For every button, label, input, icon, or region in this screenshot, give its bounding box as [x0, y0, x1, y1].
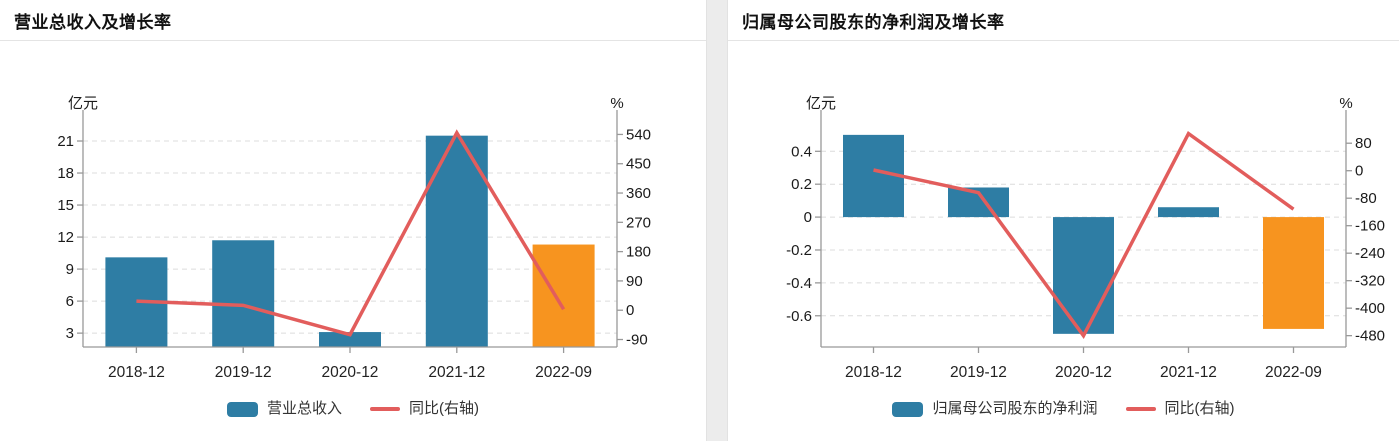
net-profit-bar-legend-swatch — [892, 401, 924, 417]
revenue-legend: 营业总收入 同比(右轴) — [0, 401, 706, 417]
net-profit-legend: 归属母公司股东的净利润 同比(右轴) — [728, 401, 1399, 417]
revenue-bar-legend-swatch — [226, 401, 258, 417]
svg-text:2020-12: 2020-12 — [1055, 364, 1112, 381]
svg-text:0.4: 0.4 — [791, 143, 812, 160]
revenue-chart: 3 6 9 12 15 18 21 -90 0 90 180 270 360 450 540 亿元 % 2018-… — [57, 95, 651, 381]
svg-text:540: 540 — [626, 126, 651, 143]
svg-text:360: 360 — [626, 185, 651, 202]
svg-text:90: 90 — [626, 273, 643, 290]
svg-text:2021-12: 2021-12 — [1160, 364, 1217, 381]
svg-text:2018-12: 2018-12 — [108, 364, 165, 381]
net-profit-bar-legend-label: 归属母公司股东的净利润 — [932, 400, 1098, 417]
svg-text:3: 3 — [66, 325, 74, 342]
net-profit-line-legend-label: 同比(右轴) — [1164, 400, 1235, 417]
svg-text:-240: -240 — [1355, 245, 1385, 262]
panel-net-profit-header: 归属母公司股东的净利润及增长率 — [728, 0, 1399, 41]
svg-text:450: 450 — [626, 156, 651, 173]
svg-text:21: 21 — [57, 133, 74, 150]
svg-text:180: 180 — [626, 244, 651, 261]
svg-text:6: 6 — [66, 293, 74, 310]
svg-text:0: 0 — [626, 302, 634, 319]
svg-text:270: 270 — [626, 214, 651, 231]
svg-text:2019-12: 2019-12 — [215, 364, 272, 381]
svg-text:9: 9 — [66, 261, 74, 278]
svg-text:2018-12: 2018-12 — [845, 364, 902, 381]
svg-text:0: 0 — [804, 209, 812, 226]
panel-revenue-header: 营业总收入及增长率 — [0, 0, 706, 41]
svg-text:18: 18 — [57, 165, 74, 182]
svg-text:-160: -160 — [1355, 218, 1385, 235]
panel-divider — [706, 0, 728, 441]
svg-text:%: % — [1339, 95, 1352, 112]
svg-text:-80: -80 — [1355, 190, 1377, 207]
svg-text:2019-12: 2019-12 — [950, 364, 1007, 381]
svg-text:-400: -400 — [1355, 300, 1385, 317]
svg-text:-0.4: -0.4 — [786, 275, 812, 292]
svg-text:-90: -90 — [626, 332, 648, 349]
revenue-bar-legend-label: 营业总收入 — [266, 400, 342, 417]
svg-text:亿元: 亿元 — [68, 95, 98, 112]
svg-text:2022-09: 2022-09 — [1265, 364, 1322, 381]
panel-revenue: 营业总收入及增长率 3 6 9 12 15 18 21 -90 0 90 180 270 360 450 5… — [0, 0, 706, 441]
svg-text:2021-12: 2021-12 — [428, 364, 485, 381]
revenue-line-legend-swatch — [370, 407, 400, 411]
svg-text:12: 12 — [57, 229, 74, 246]
net-profit-line-legend-swatch — [1125, 407, 1156, 411]
svg-text:2022-09: 2022-09 — [535, 364, 592, 381]
svg-text:亿元: 亿元 — [806, 95, 836, 112]
svg-text:80: 80 — [1355, 135, 1372, 152]
panel-revenue-title: 营业总收入及增长率 — [14, 12, 172, 32]
svg-text:-0.2: -0.2 — [786, 242, 812, 259]
svg-text:-0.6: -0.6 — [786, 308, 812, 325]
svg-text:2020-12: 2020-12 — [322, 364, 379, 381]
svg-text:-480: -480 — [1355, 328, 1385, 345]
panel-net-profit: 归属母公司股东的净利润及增长率 -0.6 -0.4 -0.2 0 0.2 0.4 -480-… — [728, 0, 1399, 441]
net-profit-chart: -0.6 -0.4 -0.2 0 0.2 0.4 -480 -400 -320 -240 -160 -… — [786, 95, 1385, 381]
svg-text:0: 0 — [1355, 163, 1363, 180]
svg-text:-320: -320 — [1355, 273, 1385, 290]
svg-text:0.2: 0.2 — [791, 176, 812, 193]
svg-text:15: 15 — [57, 197, 74, 214]
revenue-line-legend-label: 同比(右轴) — [409, 400, 479, 417]
svg-text:%: % — [610, 95, 623, 112]
panel-net-profit-title: 归属母公司股东的净利润及增长率 — [742, 12, 1005, 32]
